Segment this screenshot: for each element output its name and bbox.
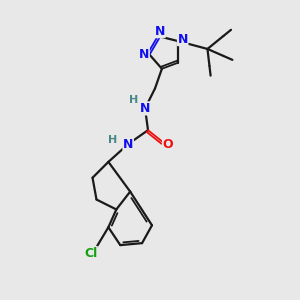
Text: N: N	[178, 32, 188, 46]
Text: O: O	[163, 138, 173, 151]
Text: Cl: Cl	[84, 247, 97, 260]
Text: H: H	[108, 135, 117, 145]
Text: N: N	[140, 102, 150, 115]
Text: N: N	[139, 48, 149, 62]
Text: H: H	[128, 95, 138, 106]
Text: N: N	[155, 25, 165, 38]
Text: N: N	[123, 138, 134, 151]
